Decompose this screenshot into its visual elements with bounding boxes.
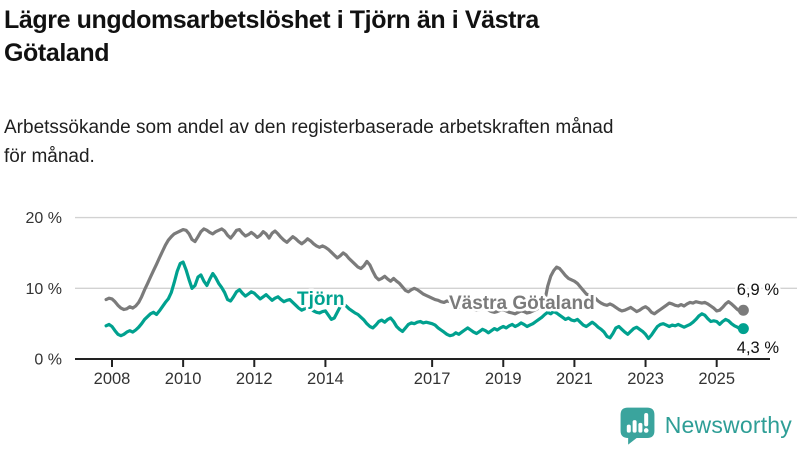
x-tick-label-2012: 2012 xyxy=(236,370,273,388)
y-tick-label-20: 20 % xyxy=(26,210,62,227)
chart-title-line1: Lägre ungdomsarbetslöshet i Tjörn än i V… xyxy=(4,6,539,34)
series-end-value-vastra-gotaland: 6,9 % xyxy=(737,281,780,299)
y-tick-label-10: 10 % xyxy=(26,281,62,298)
newsworthy-logo: Newsworthy xyxy=(617,405,792,446)
x-tick-label-2010: 2010 xyxy=(165,370,202,388)
x-tick-label-2023: 2023 xyxy=(627,370,664,388)
x-tick-label-2014: 2014 xyxy=(307,370,344,388)
series-label-vastra-gotaland: Västra Götaland xyxy=(449,293,595,314)
series-end-dot-tjorn xyxy=(737,323,749,335)
y-tick-label-0: 0 % xyxy=(34,352,62,369)
x-tick-label-2008: 2008 xyxy=(94,370,131,388)
chart-title: Lägre ungdomsarbetslöshet i Tjörn än i V… xyxy=(4,4,764,70)
newsworthy-logo-icon xyxy=(620,407,655,445)
x-tick-label-2019: 2019 xyxy=(485,370,522,388)
chart-title-line2: Götaland xyxy=(4,39,110,67)
x-tick-label-2017: 2017 xyxy=(414,370,451,388)
series-line-tjorn xyxy=(104,260,746,341)
x-tick-label-2025: 2025 xyxy=(698,370,735,388)
x-tick-label-2021: 2021 xyxy=(556,370,593,388)
series-line-vastra-gotaland xyxy=(104,227,746,316)
series-label-tjorn: Tjörn xyxy=(297,289,345,310)
line-chart: 0 % 10 % 20 % 2008 2010 2012 2014 2017 2019 2021 2… xyxy=(26,210,797,388)
series-end-value-tjorn: 4,3 % xyxy=(737,339,780,357)
chart-subtitle-line1: Arbetssökande som andel av den registerb… xyxy=(4,117,614,138)
chart-subtitle: Arbetssökande som andel av den registerb… xyxy=(4,113,784,171)
chart-subtitle-line2: för månad. xyxy=(4,146,95,167)
series-end-dot-vastra-gotaland xyxy=(737,304,749,316)
newsworthy-logo-text: Newsworthy xyxy=(664,412,792,438)
chart-header: Lägre ungdomsarbetslöshet i Tjörn än i V… xyxy=(4,4,764,70)
